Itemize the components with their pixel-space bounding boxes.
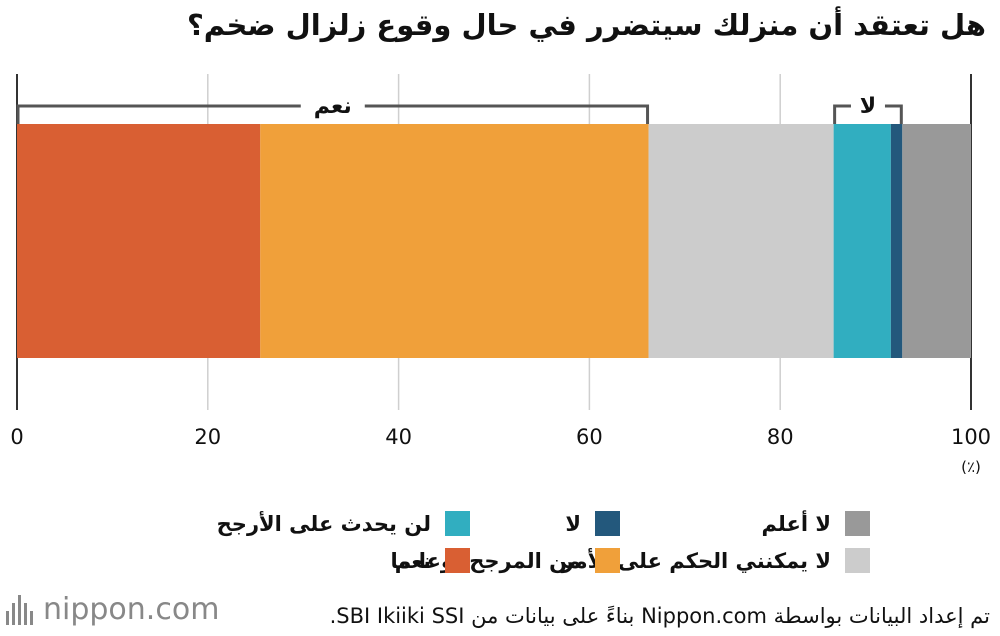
bar-segment [17, 124, 261, 358]
legend-swatch [845, 548, 870, 573]
stacked-bar-chart: 0 20 40 60 80 100 (٪) نعم لا [10, 74, 991, 476]
legend-item: لا [470, 505, 620, 542]
legend-item: نعم [140, 542, 470, 579]
legend-swatch [595, 511, 620, 536]
legend: لا أعلم لا لن يحدث على الأرجح لا يمكنني الح… [130, 505, 870, 579]
legend-label: من المرجح نوعا ما [390, 548, 582, 573]
bar-segment [648, 124, 834, 358]
x-tick-label: 80 [767, 425, 794, 449]
bar-segment [902, 124, 971, 358]
x-tick-label: 100 [951, 425, 991, 449]
bracket-label: نعم [314, 94, 352, 119]
nippon-logo: nippon.com [6, 592, 219, 627]
x-tick-label: 0 [10, 425, 23, 449]
unit-label: (٪) [961, 458, 981, 476]
legend-swatch [445, 511, 470, 536]
x-tick-label: 40 [385, 425, 412, 449]
source-note: تم إعداد البيانات بواسطة Nippon.com بناء… [329, 604, 990, 628]
legend-swatch [845, 511, 870, 536]
bar-segment [890, 124, 903, 358]
legend-label: لا [565, 511, 581, 536]
legend-swatch [595, 548, 620, 573]
logo-text: nippon.com [43, 592, 220, 627]
x-tick-label: 60 [576, 425, 603, 449]
legend-item: لا يمكنني الحكم على الأمر [562, 542, 870, 579]
bracket [833, 104, 903, 124]
logo-bars-icon [6, 594, 33, 625]
legend-label: نعم [394, 548, 431, 573]
legend-swatch [445, 548, 470, 573]
bracket-label: لا [860, 94, 876, 119]
legend-item: من المرجح نوعا ما [391, 542, 620, 579]
legend-label: لن يحدث على الأرجح [216, 511, 431, 536]
chart-title: هل تعتقد أن منزلك سيتضرر في حال وقوع زلز… [186, 8, 986, 42]
bar-segment [833, 124, 891, 358]
bar-segment [260, 124, 649, 358]
bracket [16, 104, 650, 124]
legend-item: لا أعلم [620, 505, 870, 542]
x-tick-label: 20 [194, 425, 221, 449]
legend-label: لا أعلم [761, 511, 831, 536]
legend-item: لن يحدث على الأرجح [140, 505, 470, 542]
